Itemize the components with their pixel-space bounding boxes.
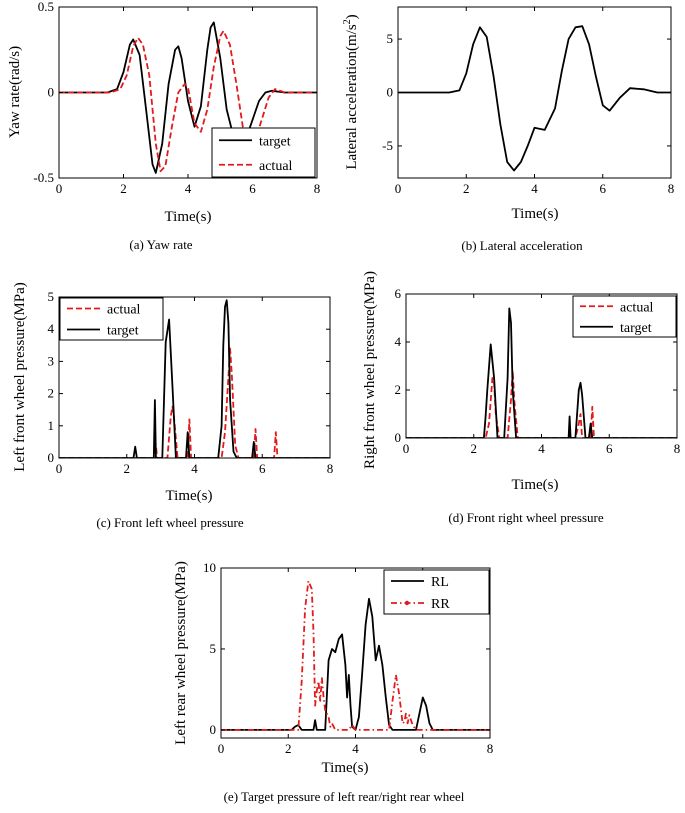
y-axis-label: Right front wheel pressure(MPa) bbox=[362, 271, 378, 469]
x-tick-label: 6 bbox=[420, 741, 427, 756]
y-tick-label: 4 bbox=[48, 321, 55, 336]
series-line-actual bbox=[406, 369, 677, 438]
y-tick-label: -0.5 bbox=[33, 170, 54, 185]
y-tick-label: 4 bbox=[395, 334, 402, 349]
y-tick-label: 0 bbox=[48, 450, 55, 465]
x-tick-label: 0 bbox=[218, 741, 225, 756]
legend-entry-target: target bbox=[107, 324, 139, 339]
legend: actual target bbox=[572, 295, 677, 338]
series-line-RR bbox=[221, 580, 490, 731]
y-tick-label: 5 bbox=[48, 289, 55, 304]
legend-entry-target: target bbox=[620, 321, 652, 336]
x-tick-label: 4 bbox=[191, 461, 198, 476]
chart-5: 0 2 4 6 8 0 5 10 Time(s) Left rear wheel pressure… bbox=[173, 560, 493, 804]
series-line-RL bbox=[221, 597, 490, 731]
legend-box bbox=[572, 295, 677, 338]
y-tick-label: 0 bbox=[210, 722, 217, 737]
y-axis-label-text: Left front wheel pressure(MPa) bbox=[12, 282, 28, 472]
y-axis-label: Left rear wheel pressure(MPa) bbox=[173, 561, 189, 745]
chart-3: 0 2 4 6 8 0 1 2 3 4 5 Time(s) Left front wheel press… bbox=[12, 282, 333, 530]
chart-caption: (e) Target pressure of left rear/right r… bbox=[224, 789, 465, 804]
y-tick-label: 2 bbox=[48, 386, 55, 401]
x-tick-label: 4 bbox=[531, 181, 538, 196]
x-axis-label: Time(s) bbox=[166, 488, 213, 504]
x-tick-label: 2 bbox=[285, 741, 292, 756]
x-tick-label: 0 bbox=[395, 181, 402, 196]
legend-box bbox=[211, 127, 316, 178]
x-axis-label: Time(s) bbox=[512, 206, 559, 222]
y-axis-label-superscript: 2 bbox=[342, 19, 353, 24]
y-tick-label: 2 bbox=[395, 382, 402, 397]
x-tick-label: 4 bbox=[185, 181, 192, 196]
x-tick-label: 0 bbox=[56, 461, 63, 476]
x-axis-label: Time(s) bbox=[512, 477, 559, 493]
legend-marker-RR bbox=[404, 600, 410, 606]
y-axis-label: Lateral acceleration(m/s2) bbox=[342, 14, 360, 169]
series-line-target bbox=[59, 299, 330, 458]
x-tick-label: 6 bbox=[259, 461, 266, 476]
x-tick-label: 0 bbox=[56, 181, 63, 196]
legend-box bbox=[383, 569, 490, 615]
x-tick-label: 2 bbox=[471, 441, 478, 456]
legend: RL RR bbox=[383, 569, 490, 615]
chart-caption: (b) Lateral acceleration bbox=[461, 238, 583, 253]
x-tick-label: 4 bbox=[352, 741, 359, 756]
y-axis-label-end: ) bbox=[344, 14, 360, 19]
x-tick-label: 4 bbox=[538, 441, 545, 456]
y-tick-label: 0 bbox=[48, 85, 55, 100]
x-tick-label: 0 bbox=[403, 441, 410, 456]
y-tick-label: 6 bbox=[395, 286, 402, 301]
x-tick-label: 2 bbox=[124, 461, 131, 476]
series-line-target bbox=[59, 21, 317, 174]
legend-entry-actual: actual bbox=[620, 300, 654, 315]
series-line-target bbox=[406, 307, 677, 438]
x-tick-label: 8 bbox=[668, 181, 675, 196]
x-tick-label: 2 bbox=[120, 181, 127, 196]
chart-caption: (a) Yaw rate bbox=[129, 237, 192, 252]
series-line-line1 bbox=[398, 25, 671, 172]
legend-box bbox=[59, 297, 164, 341]
y-axis-label: Left front wheel pressure(MPa) bbox=[12, 282, 28, 472]
x-tick-label: 6 bbox=[600, 181, 607, 196]
y-axis-label-text: Left rear wheel pressure(MPa) bbox=[173, 561, 189, 745]
chart-caption: (c) Front left wheel pressure bbox=[96, 515, 244, 530]
chart-caption: (d) Front right wheel pressure bbox=[448, 510, 603, 525]
y-tick-label: 0 bbox=[387, 85, 394, 100]
x-tick-label: 6 bbox=[606, 441, 613, 456]
x-axis-label: Time(s) bbox=[165, 209, 212, 225]
legend-entry-RL: RL bbox=[431, 575, 449, 590]
x-axis-label: Time(s) bbox=[322, 760, 369, 776]
x-tick-label: 8 bbox=[327, 461, 334, 476]
x-tick-label: 6 bbox=[249, 181, 256, 196]
x-tick-label: 8 bbox=[314, 181, 321, 196]
y-axis-label-text: Lateral acceleration(m/s bbox=[344, 24, 360, 169]
y-tick-label: 5 bbox=[387, 31, 394, 46]
y-tick-label: 1 bbox=[48, 418, 55, 433]
chart-4: 0 2 4 6 8 0 2 4 6 Time(s) Right front wheel pressu… bbox=[362, 271, 680, 525]
y-tick-label: 0 bbox=[395, 430, 402, 445]
legend-entry-actual: actual bbox=[107, 303, 141, 318]
y-tick-label: 10 bbox=[203, 560, 216, 575]
x-tick-label: 8 bbox=[674, 441, 681, 456]
x-tick-label: 8 bbox=[487, 741, 494, 756]
y-axis-label-text: Yaw rate(rad/s) bbox=[7, 46, 23, 138]
y-axis-label: Yaw rate(rad/s) bbox=[7, 46, 23, 138]
legend-entry-target: target bbox=[259, 134, 291, 149]
legend-entry-RR: RR bbox=[431, 597, 450, 612]
series-line-actual bbox=[59, 347, 330, 458]
legend-entry-actual: actual bbox=[259, 159, 293, 174]
chart-2: 0 2 4 6 8 -5 0 5 Time(s) Lateral acceleration(m/s… bbox=[342, 6, 675, 253]
y-tick-label: -5 bbox=[382, 138, 393, 153]
y-tick-label: 5 bbox=[210, 641, 217, 656]
y-tick-label: 3 bbox=[48, 353, 55, 368]
y-axis-label-text: Right front wheel pressure(MPa) bbox=[362, 271, 378, 469]
y-tick-label: 0.5 bbox=[38, 0, 54, 14]
x-tick-label: 2 bbox=[463, 181, 470, 196]
legend: target actual bbox=[211, 127, 316, 178]
legend: actual target bbox=[59, 297, 164, 341]
